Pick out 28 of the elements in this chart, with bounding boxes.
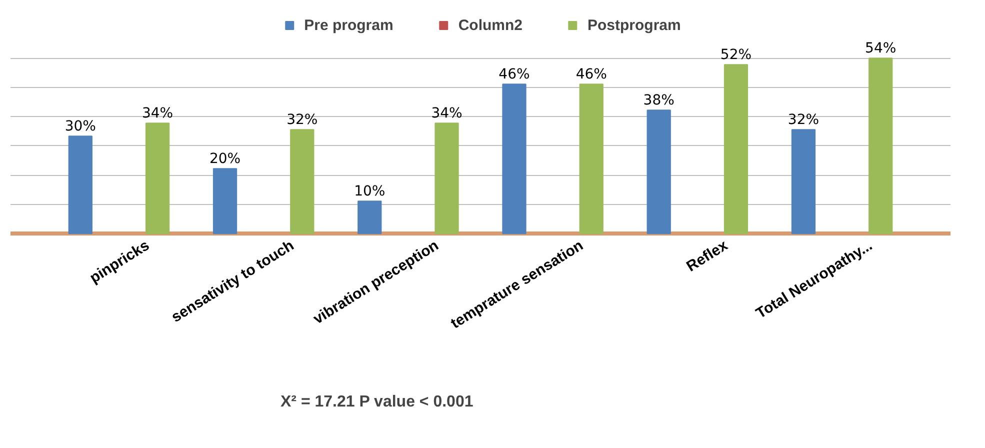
bar (868, 58, 893, 234)
data-label: 46% (576, 66, 607, 82)
legend-label: Column2 (458, 16, 523, 34)
bar (724, 64, 748, 234)
data-label: 38% (643, 92, 674, 108)
data-label: 30% (64, 118, 96, 134)
data-label: 54% (865, 40, 896, 56)
bar (290, 129, 314, 234)
bar (579, 84, 604, 234)
data-label: 10% (354, 183, 386, 200)
data-label: 32% (788, 112, 820, 128)
data-label: 46% (498, 66, 530, 82)
data-label: 52% (720, 46, 752, 63)
data-label: 20% (209, 150, 241, 167)
bar (502, 84, 526, 234)
bar (212, 168, 238, 234)
bar (434, 122, 459, 234)
data-label: 34% (142, 105, 174, 122)
text: X² = 17.21 P value < 0.001 (280, 394, 474, 410)
legend-label: Pre program (304, 16, 394, 34)
data-label: 32% (286, 112, 318, 128)
bar (358, 200, 382, 234)
bar (791, 129, 816, 234)
data-label: 34% (431, 105, 462, 122)
bar (68, 136, 92, 234)
bar (145, 122, 170, 234)
legend-label: Postprogram (588, 16, 681, 34)
bar (646, 110, 671, 234)
